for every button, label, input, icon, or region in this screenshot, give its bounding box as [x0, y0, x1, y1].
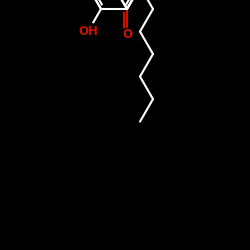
Text: OH: OH [78, 25, 98, 38]
Circle shape [79, 22, 97, 40]
Text: O: O [122, 28, 132, 42]
Circle shape [120, 28, 134, 42]
